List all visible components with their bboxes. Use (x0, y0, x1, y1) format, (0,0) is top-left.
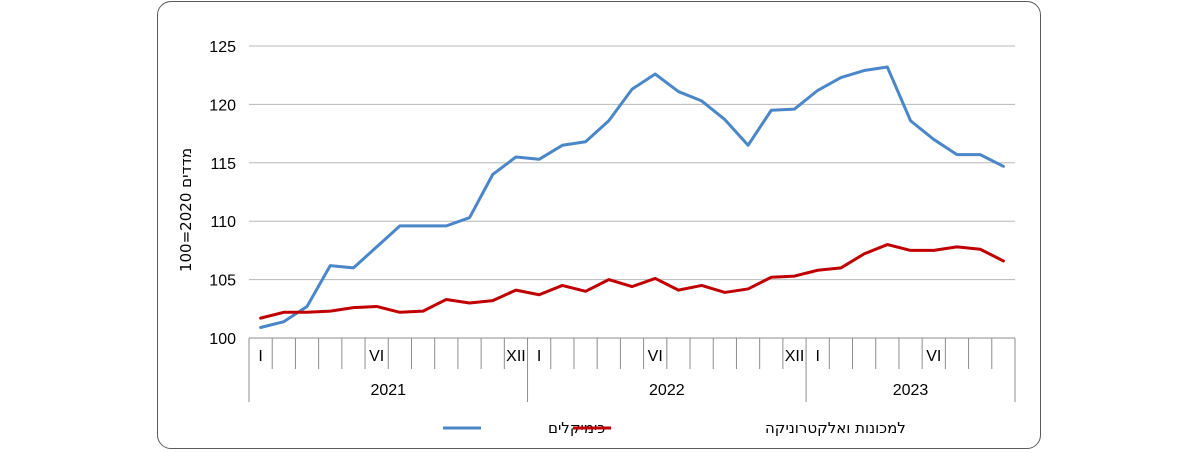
x-axis-labels: I VI XII I VI XII I VI 2021 2022 2023 (258, 348, 941, 399)
x-month-label: I (258, 348, 262, 365)
series-lines (259, 65, 1005, 329)
x-month-label: I (815, 348, 819, 365)
legend: כימיקלים למכונות ואלקטרוניקה (443, 419, 906, 437)
x-month-label: XII (506, 348, 526, 365)
x-axis (248, 337, 1016, 402)
x-month-label: VI (648, 348, 663, 365)
x-month-label: VI (369, 348, 384, 365)
legend-label: למכונות ואלקטרוניקה (765, 419, 906, 437)
x-month-label: XII (785, 348, 805, 365)
series-line-0 (259, 65, 1005, 329)
x-year-label: 2022 (649, 382, 685, 399)
y-tick-label: 120 (209, 97, 236, 114)
series-line-1 (259, 243, 1005, 320)
gridlines (249, 45, 1015, 281)
x-year-label: 2023 (893, 382, 929, 399)
y-tick-label: 105 (209, 273, 236, 290)
chart-frame (157, 1, 1041, 449)
x-month-label: I (537, 348, 541, 365)
y-tick-label: 125 (209, 39, 236, 56)
x-year-label: 2021 (370, 382, 406, 399)
y-axis-ticks: 100 105 110 115 120 125 (209, 39, 236, 348)
y-tick-label: 100 (209, 331, 236, 348)
x-month-label: VI (926, 348, 941, 365)
y-axis-label: מדדים 2020=100 (177, 148, 195, 272)
y-tick-label: 110 (210, 214, 236, 231)
y-tick-label: 115 (210, 156, 236, 173)
